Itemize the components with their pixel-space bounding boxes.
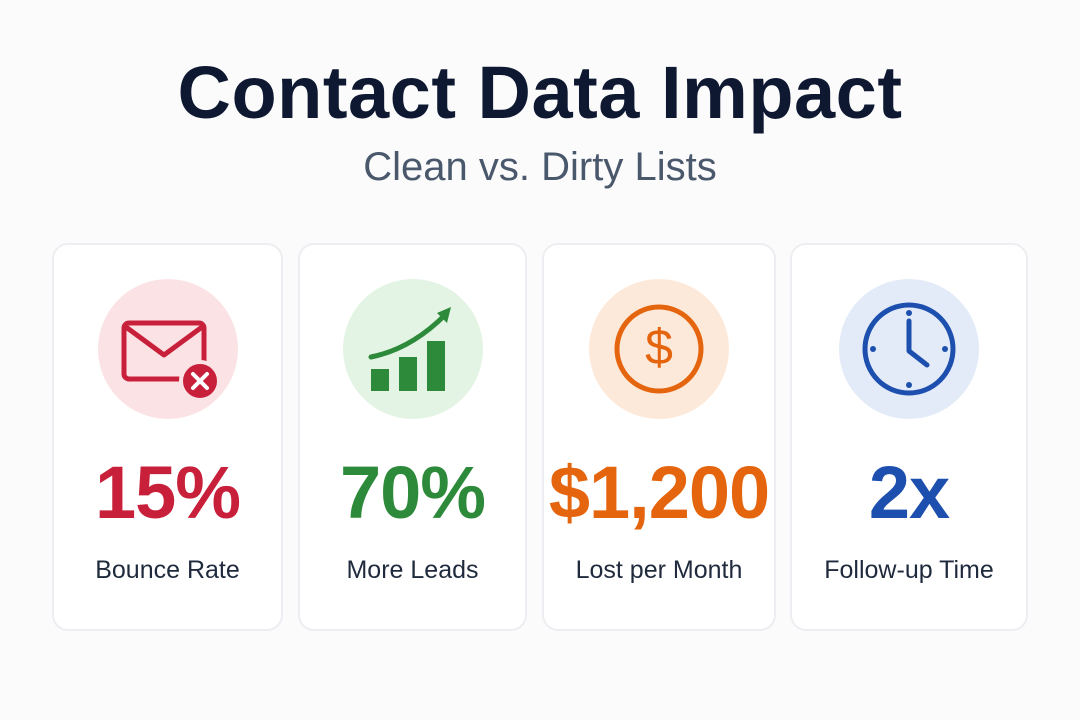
stat-label: Follow-up Time bbox=[824, 556, 994, 584]
icon bbox=[342, 279, 483, 419]
stat-card: 15% Bounce Rate bbox=[52, 243, 283, 631]
stat-label: More Leads bbox=[346, 556, 479, 584]
icon bbox=[97, 279, 238, 419]
stat-card: 2x Follow-up Time bbox=[790, 243, 1028, 631]
title: Contact Data Impact bbox=[177, 51, 903, 134]
stat-value: 70% bbox=[339, 451, 486, 534]
icon bbox=[839, 279, 979, 419]
stat-value: 15% bbox=[94, 451, 241, 534]
stat-value: 2x bbox=[868, 451, 950, 534]
stat-card: $ $1,200 Lost per Month bbox=[542, 243, 776, 631]
svg-text:$: $ bbox=[645, 319, 673, 375]
icon: $ bbox=[589, 279, 729, 419]
stat-card: 70% More Leads bbox=[298, 243, 527, 631]
stat-label: Lost per Month bbox=[575, 556, 743, 584]
subtitle: Clean vs. Dirty Lists bbox=[363, 145, 717, 189]
stat-label: Bounce Rate bbox=[95, 556, 240, 584]
stat-value: $1,200 bbox=[548, 451, 770, 534]
